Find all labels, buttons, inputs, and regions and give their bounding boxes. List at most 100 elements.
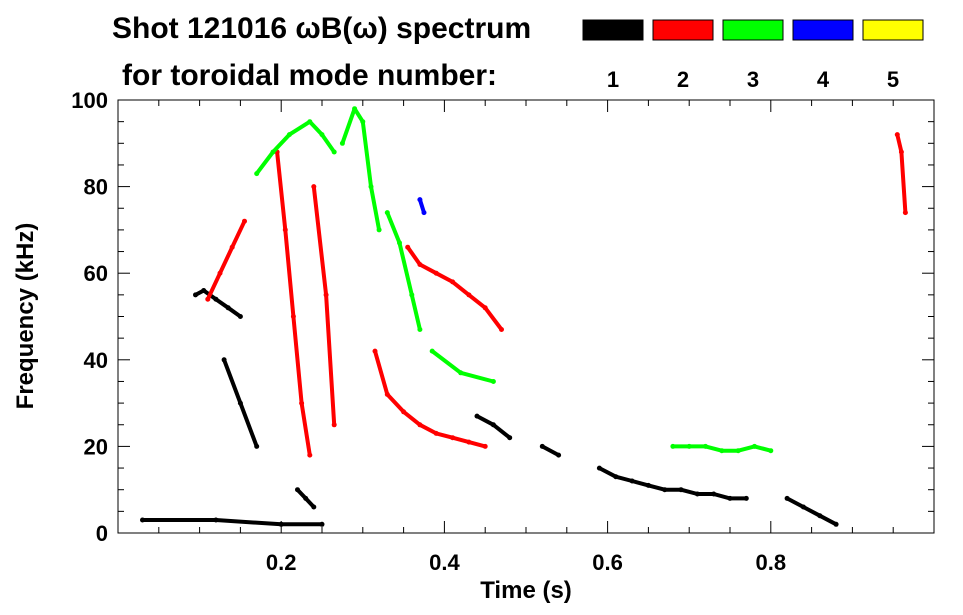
mode-2-point — [405, 244, 411, 250]
legend-label-mode-1: 1 — [607, 67, 619, 92]
mode-3-point — [360, 119, 366, 125]
y-tick-label: 20 — [84, 434, 108, 459]
x-tick-label: 0.8 — [756, 550, 787, 575]
y-tick-label: 100 — [71, 88, 108, 113]
mode-2-point — [450, 279, 456, 285]
mode-2-point — [229, 244, 235, 250]
mode-1-point — [254, 443, 260, 449]
mode-2-point — [433, 430, 439, 436]
mode-2-trace-4 — [373, 349, 488, 449]
mode-3-point — [319, 132, 325, 138]
mode-1-point — [711, 491, 717, 497]
legend-label-mode-5: 5 — [887, 67, 899, 92]
mode-1-point — [237, 400, 243, 406]
mode-2-point — [898, 149, 904, 155]
mode-2-point — [433, 270, 439, 276]
mode-3-point — [417, 327, 423, 332]
mode-1-point — [193, 292, 198, 298]
mode-1-point — [694, 491, 700, 497]
mode-3-trace-0 — [254, 119, 337, 176]
mode-1-point — [474, 413, 480, 419]
mode-1-point — [507, 435, 513, 441]
mode-1-point — [303, 495, 309, 501]
mode-3-point — [429, 348, 435, 354]
mode-1-point — [295, 487, 300, 493]
mode-2-point — [282, 227, 288, 233]
legend: 1 2 3 4 5 — [582, 19, 924, 92]
plot-area — [140, 106, 908, 527]
mode-3-point — [339, 140, 345, 146]
mode-2-trace-2 — [311, 184, 337, 427]
mode-1-point — [201, 288, 207, 293]
mode-1-point — [319, 521, 325, 527]
mode-2-point — [482, 443, 488, 449]
mode-2-point — [894, 132, 900, 138]
legend-swatch-mode-4 — [792, 19, 854, 41]
mode-1-point — [225, 305, 231, 311]
mode-1-trace-4 — [540, 444, 561, 458]
mode-1-point — [539, 443, 545, 449]
mode-2-point — [299, 400, 305, 406]
mode-1-point — [213, 296, 219, 302]
mode-1-point — [613, 474, 619, 480]
legend-label-mode-3: 3 — [747, 67, 759, 92]
y-tick-label: 40 — [84, 348, 108, 373]
mode-2-point — [217, 270, 223, 276]
mode-3-point — [384, 210, 390, 216]
mode-1-point — [833, 521, 839, 527]
mode-3-trace-1 — [340, 106, 382, 232]
x-tick-label: 0.2 — [266, 550, 297, 575]
mode-3-point — [397, 240, 402, 246]
mode-1-point — [490, 422, 496, 428]
chart-title: Shot 121016 ωB(ω) spectrum for toroidal … — [112, 12, 531, 92]
mode-2-point — [417, 422, 423, 428]
mode-2-point — [401, 409, 407, 415]
mode-1-trace-6 — [785, 496, 839, 527]
mode-3-point — [752, 443, 757, 449]
mode-1-point — [221, 357, 227, 363]
mode-1-point — [727, 495, 733, 501]
legend-swatch-mode-5 — [862, 19, 924, 41]
mode-3-point — [368, 184, 374, 190]
mode-1-point — [800, 504, 806, 510]
legend-label-mode-4: 4 — [817, 67, 830, 92]
legend-swatch-mode-1 — [582, 19, 644, 41]
y-tick-label: 0 — [96, 521, 108, 546]
mode-3-point — [376, 227, 382, 233]
mode-1-point — [213, 517, 219, 523]
mode-1-point — [556, 452, 562, 458]
legend-swatch-mode-2 — [652, 19, 714, 41]
mode-3-point — [286, 132, 292, 138]
mode-4-point — [417, 197, 423, 203]
legend-swatch-mode-3 — [722, 19, 784, 41]
mode-2-point — [417, 262, 423, 267]
axes: 0.2 0.4 0.6 0.8 0 20 40 60 80 100 — [71, 88, 934, 575]
mode-1-point — [140, 517, 145, 523]
mode-4-point — [421, 210, 427, 216]
mode-3-point — [719, 448, 725, 454]
mode-1-point — [311, 504, 317, 510]
mode-2-point — [242, 218, 247, 224]
mode-3-point — [331, 149, 337, 155]
chart-title-line2: for toroidal mode number: — [122, 59, 497, 92]
mode-3-point — [307, 119, 313, 125]
mode-1-point — [678, 487, 684, 493]
mode-3-point — [490, 379, 496, 384]
mode-2-point — [290, 314, 296, 319]
y-axis-title: Frequency (kHz) — [12, 223, 39, 410]
mode-2-point — [482, 305, 488, 311]
mode-1-point — [596, 465, 602, 471]
x-tick-label: 0.4 — [429, 550, 460, 575]
mode-2-point — [372, 348, 378, 354]
mode-2-point — [307, 452, 313, 458]
mode-2-trace-1 — [275, 150, 312, 458]
mode-3-point — [270, 149, 276, 155]
mode-3-point — [458, 370, 464, 376]
mode-2-trace-5 — [895, 132, 908, 215]
mode-3-point — [768, 448, 774, 454]
mode-1-point — [629, 478, 635, 484]
mode-1-point — [784, 495, 790, 501]
mode-2-trace-3 — [405, 245, 504, 332]
mode-3-trace-2 — [385, 210, 422, 332]
mode-2-point — [323, 292, 329, 298]
